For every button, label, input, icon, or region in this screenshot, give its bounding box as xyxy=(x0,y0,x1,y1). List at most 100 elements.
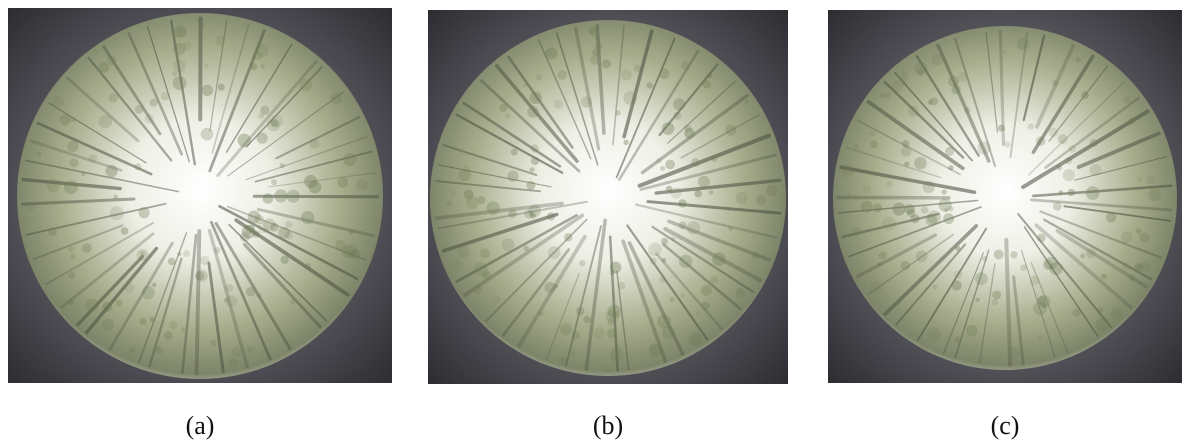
foliage xyxy=(205,64,209,68)
foliage xyxy=(846,193,850,197)
foliage xyxy=(1076,57,1081,62)
foliage xyxy=(1072,308,1081,317)
foliage xyxy=(60,114,71,125)
foliage xyxy=(142,286,155,299)
foliage xyxy=(559,357,567,365)
foliage xyxy=(68,271,76,279)
foliage xyxy=(944,208,948,212)
foliage xyxy=(975,298,979,302)
foliage xyxy=(256,293,262,299)
page: (a) (b) (c) (() => { const data = JSON.p… xyxy=(0,0,1189,443)
foliage xyxy=(261,64,265,68)
foliage xyxy=(274,189,287,202)
foliage xyxy=(129,347,135,353)
foliage xyxy=(943,213,954,224)
foliage xyxy=(571,351,576,356)
foliage xyxy=(1098,307,1103,312)
foliage xyxy=(463,165,470,172)
foliage xyxy=(975,272,988,285)
foliage xyxy=(908,106,919,117)
foliage xyxy=(954,336,961,343)
foliage xyxy=(511,149,518,156)
foliage xyxy=(172,71,177,76)
foliage xyxy=(852,227,862,237)
foliage xyxy=(531,157,539,165)
foliage xyxy=(557,70,567,80)
foliage xyxy=(870,131,876,137)
foliage xyxy=(634,65,641,72)
foliage xyxy=(725,125,736,136)
foliage xyxy=(896,300,901,305)
foliage xyxy=(200,256,209,265)
foliage xyxy=(356,179,368,191)
foliage xyxy=(606,309,619,322)
foliage xyxy=(1053,202,1062,211)
foliage xyxy=(1080,254,1085,259)
foliage xyxy=(701,302,709,310)
foliage xyxy=(735,192,747,204)
foliage xyxy=(648,243,662,257)
foliage xyxy=(992,299,999,306)
foliage xyxy=(538,311,543,316)
foliage xyxy=(880,93,885,98)
foliage xyxy=(214,247,221,254)
foliage xyxy=(1136,228,1141,233)
foliage xyxy=(977,141,990,154)
foliage xyxy=(27,202,36,211)
photo-c xyxy=(828,10,1182,383)
foliage xyxy=(941,189,946,194)
foliage xyxy=(992,290,1001,299)
foliage xyxy=(1137,176,1143,182)
photo-b xyxy=(428,10,788,384)
foliage xyxy=(592,49,599,56)
foliage xyxy=(343,153,356,166)
foliage xyxy=(1090,139,1098,147)
foliage xyxy=(108,93,118,103)
foliage xyxy=(998,125,1005,132)
foliage xyxy=(594,35,600,41)
foliage xyxy=(901,80,906,85)
foliage xyxy=(712,252,726,266)
foliage xyxy=(861,201,873,213)
foliage xyxy=(916,250,928,262)
foliage xyxy=(169,321,177,329)
foliage xyxy=(168,258,176,266)
foliage xyxy=(1139,233,1149,243)
foliage xyxy=(257,133,268,144)
foliage xyxy=(548,246,561,259)
foliage xyxy=(228,358,237,367)
foliage xyxy=(81,172,85,176)
foliage xyxy=(945,147,954,156)
foliage xyxy=(595,42,603,50)
foliage xyxy=(656,158,662,164)
foliage xyxy=(1146,175,1155,184)
foliage xyxy=(263,193,274,204)
figure: (a) (b) (c) xyxy=(0,0,1189,443)
foliage xyxy=(854,144,859,149)
foliage xyxy=(711,155,717,161)
foliage xyxy=(1123,96,1131,104)
foliage xyxy=(544,282,555,293)
foliage xyxy=(215,36,225,46)
foliage xyxy=(726,207,730,211)
foliage xyxy=(589,27,598,36)
foliage xyxy=(1020,264,1027,271)
foliage xyxy=(952,280,962,290)
foliage xyxy=(1028,123,1034,129)
foliage xyxy=(242,225,256,239)
foliage xyxy=(1089,164,1101,176)
foliage xyxy=(202,85,213,96)
foliage xyxy=(681,61,690,70)
foliage xyxy=(615,110,621,116)
foliage xyxy=(698,176,710,188)
foliage xyxy=(694,190,702,198)
foliage xyxy=(280,163,285,168)
foliage xyxy=(305,263,310,268)
foliage xyxy=(1010,251,1017,258)
foliage xyxy=(69,158,78,167)
foliage xyxy=(576,307,585,316)
foliage xyxy=(766,185,777,196)
foliage xyxy=(928,100,933,105)
foliage xyxy=(271,179,277,185)
foliage xyxy=(47,179,60,192)
